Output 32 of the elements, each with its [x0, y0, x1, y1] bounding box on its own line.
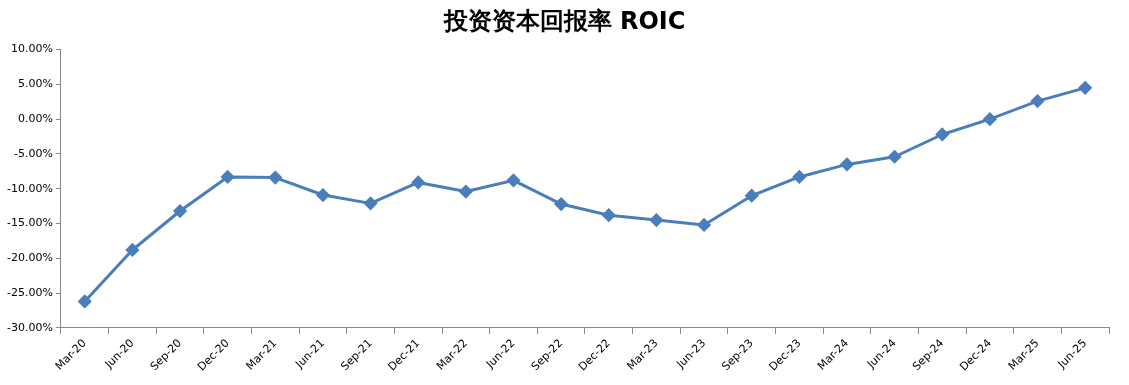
chart-title: 投资资本回报率 ROIC [442, 6, 687, 37]
y-tick-label: -15.00% [6, 216, 53, 230]
point [649, 213, 663, 227]
point [888, 150, 902, 164]
point [602, 208, 616, 222]
point [792, 170, 806, 184]
point [364, 196, 378, 210]
point [268, 171, 282, 185]
point [316, 188, 330, 202]
point [221, 170, 235, 184]
point [459, 185, 473, 199]
y-tick-label: -25.00% [6, 285, 53, 299]
point [411, 175, 425, 189]
y-tick-label: -30.00% [6, 320, 53, 334]
point [745, 189, 759, 203]
point [173, 204, 187, 218]
y-tick-label: 5.00% [17, 77, 53, 91]
point [507, 173, 520, 187]
point [840, 157, 854, 171]
y-tick-label: 10.00% [10, 42, 53, 56]
y-tick-label: -20.00% [6, 251, 53, 265]
point [1031, 94, 1045, 108]
point [554, 197, 568, 211]
y-tick-label: 0.00% [17, 112, 53, 126]
y-tick-label: -10.00% [6, 181, 53, 195]
point [78, 294, 92, 308]
point [935, 127, 949, 141]
y-tick-label: -5.00% [13, 146, 53, 160]
point [697, 218, 711, 232]
point [983, 112, 997, 126]
point [125, 243, 139, 257]
point [1078, 81, 1092, 95]
